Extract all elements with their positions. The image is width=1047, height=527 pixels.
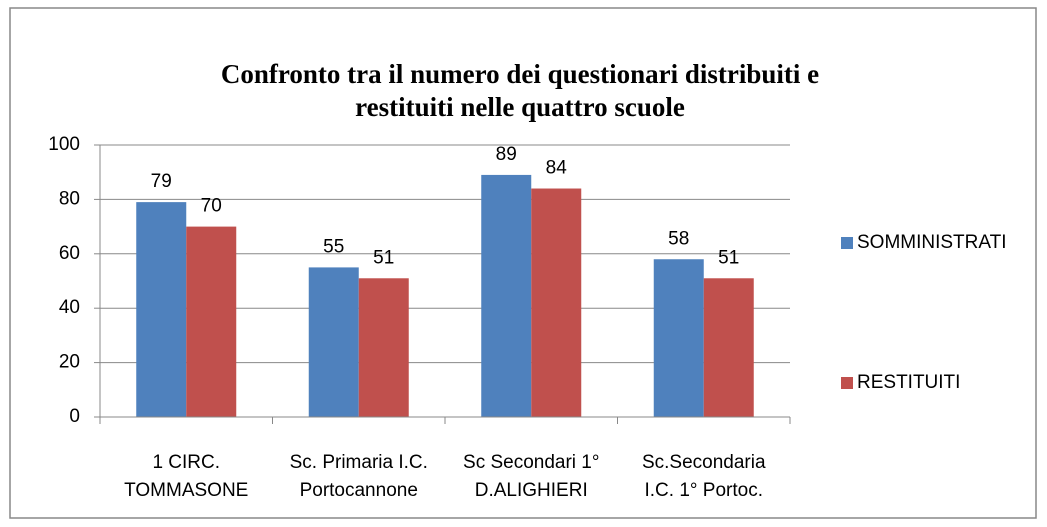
x-tick-label: Sc. Primaria I.C. Portocannone [290,452,428,501]
y-tick-label: 20 [59,352,80,373]
x-tick-label: Sc Secondari 1° D.ALIGHIERI [463,452,599,501]
chart-title: Confronto tra il numero dei questionari … [221,59,819,122]
value-label: 58 [668,228,689,249]
y-tick-label: 0 [69,406,80,427]
value-label: 89 [496,144,517,165]
bar [703,278,754,417]
bar [481,174,532,417]
value-label: 79 [151,171,172,192]
y-tick-label: 40 [59,297,80,318]
legend-swatch [841,237,853,249]
value-label: 55 [323,236,344,257]
value-label: 70 [201,196,222,217]
y-tick-label: 100 [48,134,80,155]
legend-swatch [841,377,853,389]
x-tick-label: 1 CIRC. TOMMASONE [124,452,248,501]
value-label: 51 [373,247,394,268]
bar [531,188,582,417]
x-tick-label: Sc.Secondaria I.C. 1° Portoc. [642,452,766,501]
y-tick-label: 60 [59,243,80,264]
bar [653,259,704,417]
bar [358,278,409,417]
y-tick-label: 80 [59,188,80,209]
legend-label: RESTITUITI [857,372,960,393]
value-label: 84 [546,158,568,179]
bar [136,202,187,417]
bar [308,267,359,417]
bar [186,226,237,417]
legend-label: SOMMINISTRATI [857,232,1007,253]
value-label: 51 [718,247,739,268]
